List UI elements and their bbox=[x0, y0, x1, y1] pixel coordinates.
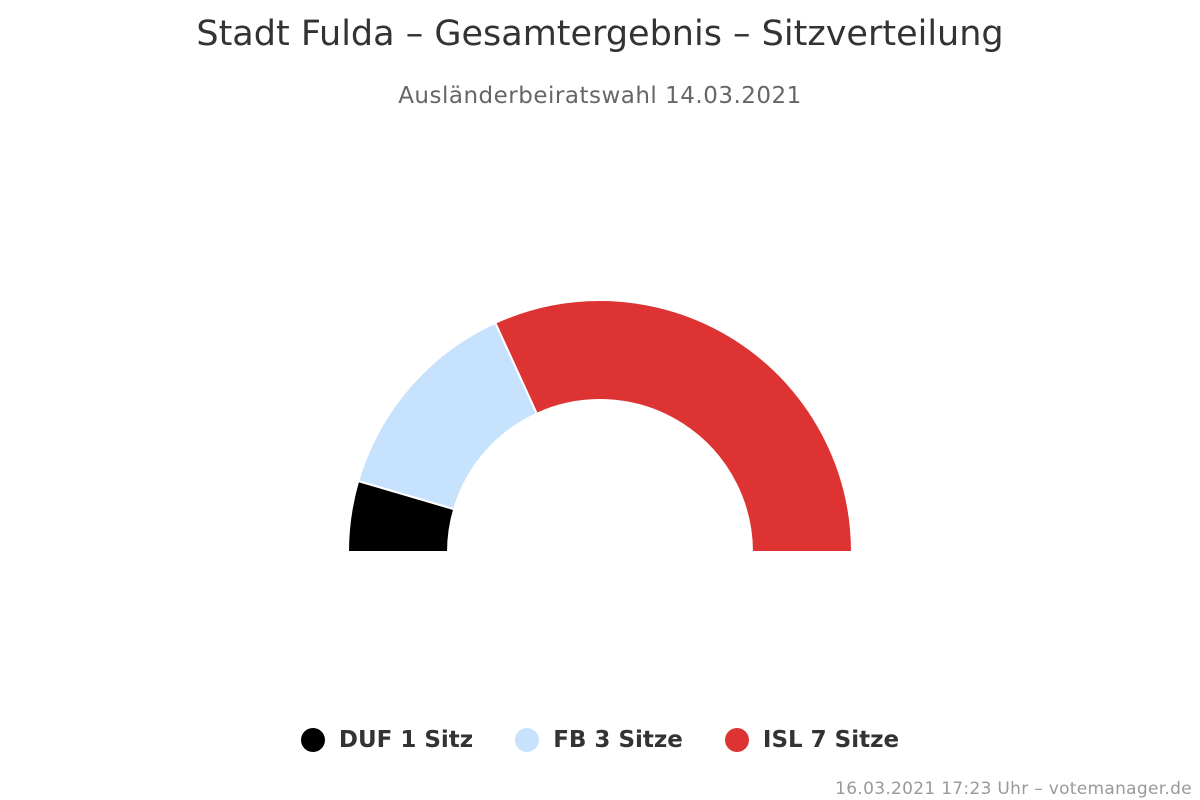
legend-swatch-duf bbox=[300, 728, 325, 752]
legend-item-isl[interactable]: ISL 7 Sitze bbox=[724, 727, 900, 753]
legend-swatch-fb bbox=[515, 728, 540, 752]
legend-label-duf: DUF 1 Sitz bbox=[338, 727, 474, 753]
chart-title: Stadt Fulda – Gesamtergebnis – Sitzverte… bbox=[196, 14, 1004, 54]
legend: DUF 1 Sitz FB 3 Sitze ISL 7 Sitze bbox=[0, 720, 1200, 760]
credit-text[interactable]: 16.03.2021 17:23 Uhr – votemanager.de bbox=[835, 779, 1192, 799]
slice-isl[interactable] bbox=[494, 299, 853, 553]
legend-label-fb: FB 3 Sitze bbox=[553, 727, 683, 753]
legend-swatch-isl bbox=[724, 728, 749, 752]
legend-item-fb[interactable]: FB 3 Sitze bbox=[515, 727, 683, 753]
chart-subtitle: Ausländerbeiratswahl 14.03.2021 bbox=[398, 83, 802, 109]
legend-item-duf[interactable]: DUF 1 Sitz bbox=[300, 727, 474, 753]
legend-label-isl: ISL 7 Sitze bbox=[762, 727, 900, 753]
